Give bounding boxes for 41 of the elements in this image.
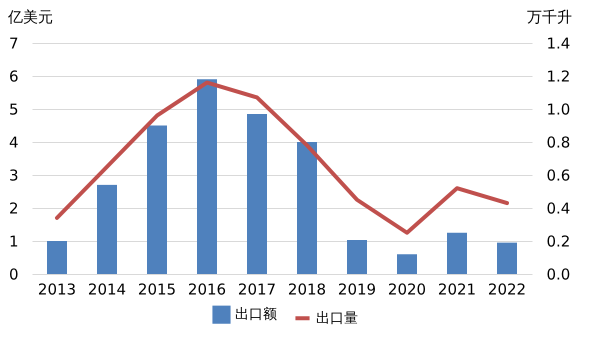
y-tick-label: 1 — [8, 232, 18, 250]
x-tick-label: 2014 — [88, 280, 126, 298]
bar — [97, 184, 117, 274]
x-tick-label: 2016 — [188, 280, 226, 298]
line-series — [55, 80, 509, 235]
y-tick-label: 5 — [8, 100, 18, 118]
y2-tick-label: 0.2 — [546, 232, 570, 250]
y2-tick-label: 0.6 — [546, 166, 570, 184]
x-tick-label: 2018 — [288, 280, 326, 298]
y2-tick-label: 1.4 — [546, 34, 570, 52]
x-tick-label: 2021 — [438, 280, 476, 298]
x-tick-label: 2022 — [488, 280, 526, 298]
bar — [447, 232, 467, 274]
y-axis-title: 亿美元 — [7, 8, 53, 26]
y-tick-label: 6 — [8, 68, 18, 86]
bar — [47, 241, 67, 274]
bar — [247, 114, 267, 274]
y2-tick-label: 0.0 — [546, 266, 570, 284]
legend-label: 出口量 — [316, 310, 358, 326]
y2-tick-label: 1.0 — [546, 100, 570, 118]
y2-axis-title: 万千升 — [527, 8, 572, 26]
legend-label: 出口额 — [235, 306, 277, 323]
bar — [347, 240, 367, 274]
y-tick-label: 4 — [8, 134, 18, 152]
y-tick-label: 7 — [8, 34, 18, 52]
y-tick-label: 2 — [8, 200, 18, 218]
x-tick-label: 2019 — [338, 280, 376, 298]
x-tick-label: 2015 — [138, 280, 176, 298]
y-tick-label: 0 — [8, 266, 18, 284]
bar — [197, 79, 217, 274]
bar — [297, 142, 317, 274]
bar — [147, 126, 167, 274]
y2-tick-label: 0.8 — [546, 134, 570, 152]
y2-tick-label: 1.2 — [546, 68, 570, 86]
x-tick-label: 2013 — [38, 280, 76, 298]
x-tick-label: 2020 — [388, 280, 426, 298]
x-tick-label: 2017 — [238, 280, 276, 298]
bar — [397, 254, 417, 274]
y2-tick-label: 0.4 — [546, 200, 570, 218]
y-tick-label: 3 — [8, 166, 18, 184]
bar — [497, 242, 517, 274]
